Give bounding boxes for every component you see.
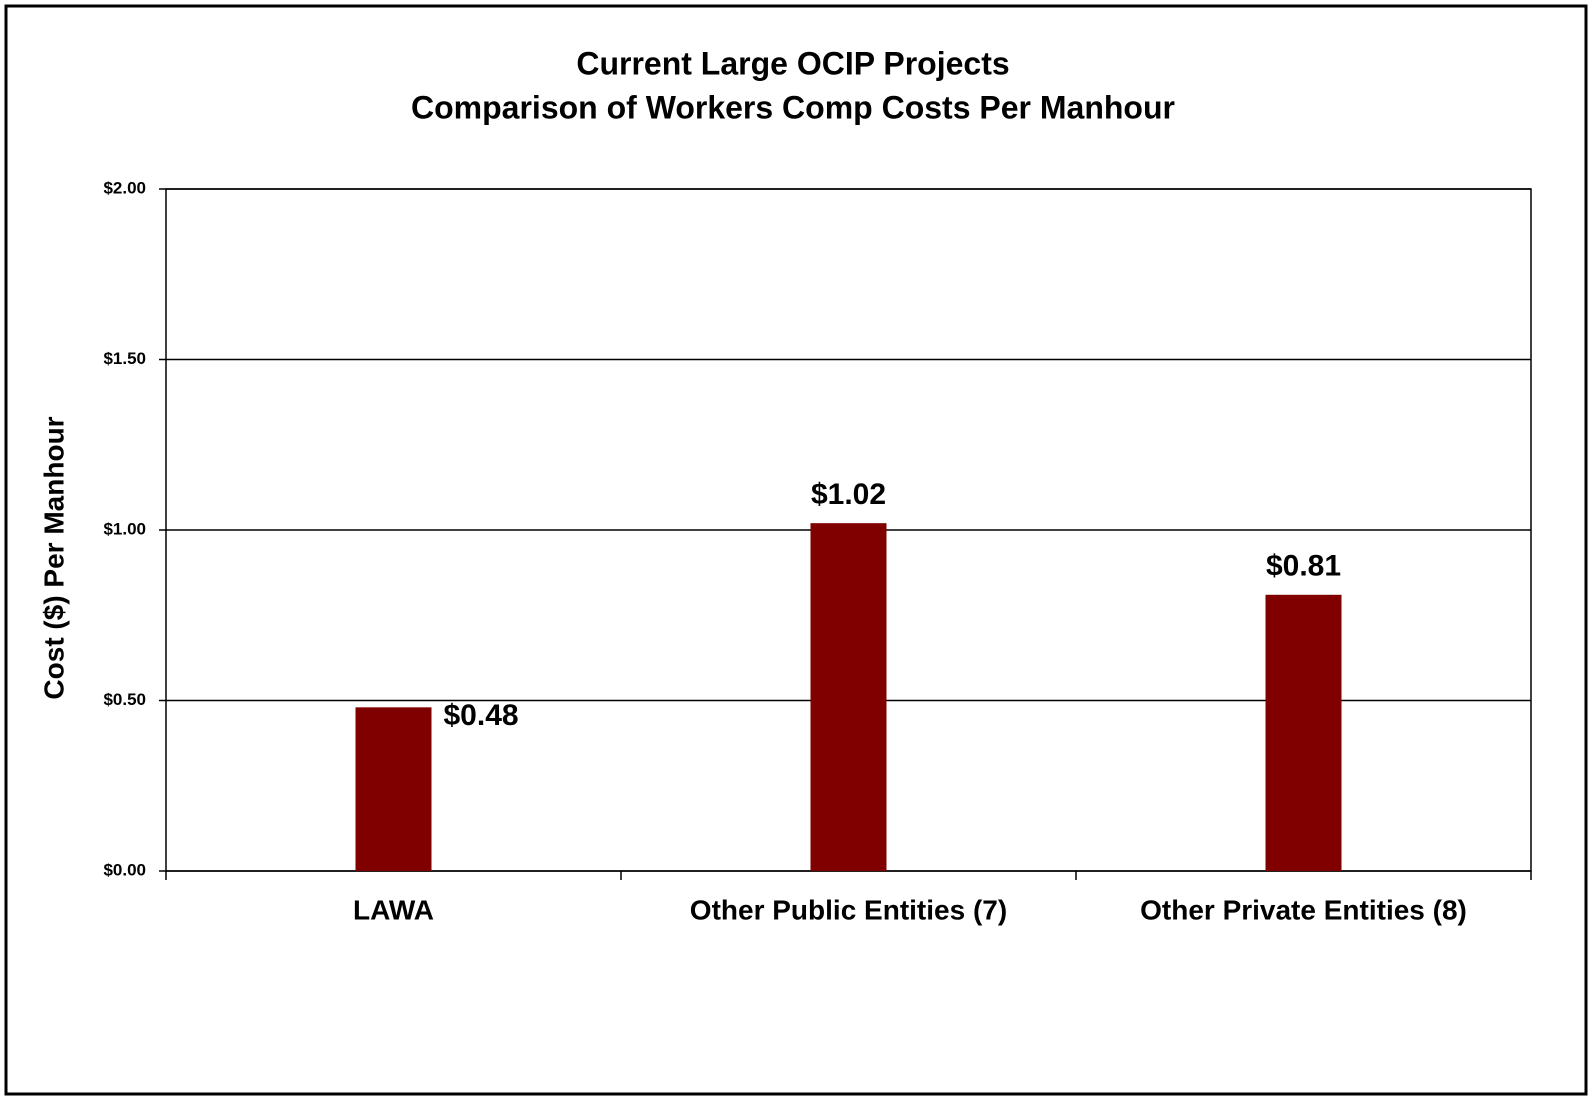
chart-border xyxy=(4,4,1588,1096)
y-tick-label: $1.00 xyxy=(103,519,146,538)
bar xyxy=(1265,594,1342,871)
bar xyxy=(355,707,432,871)
y-tick-label: $0.00 xyxy=(103,860,146,879)
value-label: $0.48 xyxy=(444,699,519,732)
y-tick-label: $0.50 xyxy=(103,690,146,709)
value-label: $0.81 xyxy=(1266,550,1341,583)
y-axis-label: Cost ($) Per Manhour xyxy=(38,416,69,699)
x-tick-label: Other Private Entities (8) xyxy=(1140,894,1467,925)
bar xyxy=(810,523,887,871)
value-label: $1.02 xyxy=(811,478,886,511)
y-tick-label: $2.00 xyxy=(103,178,146,197)
chart-title: Current Large OCIP Projects xyxy=(576,45,1009,81)
chart-subtitle: Comparison of Workers Comp Costs Per Man… xyxy=(411,89,1175,125)
x-tick-label: Other Public Entities (7) xyxy=(690,894,1007,925)
y-tick-label: $1.50 xyxy=(103,349,146,368)
x-tick-label: LAWA xyxy=(353,894,434,925)
